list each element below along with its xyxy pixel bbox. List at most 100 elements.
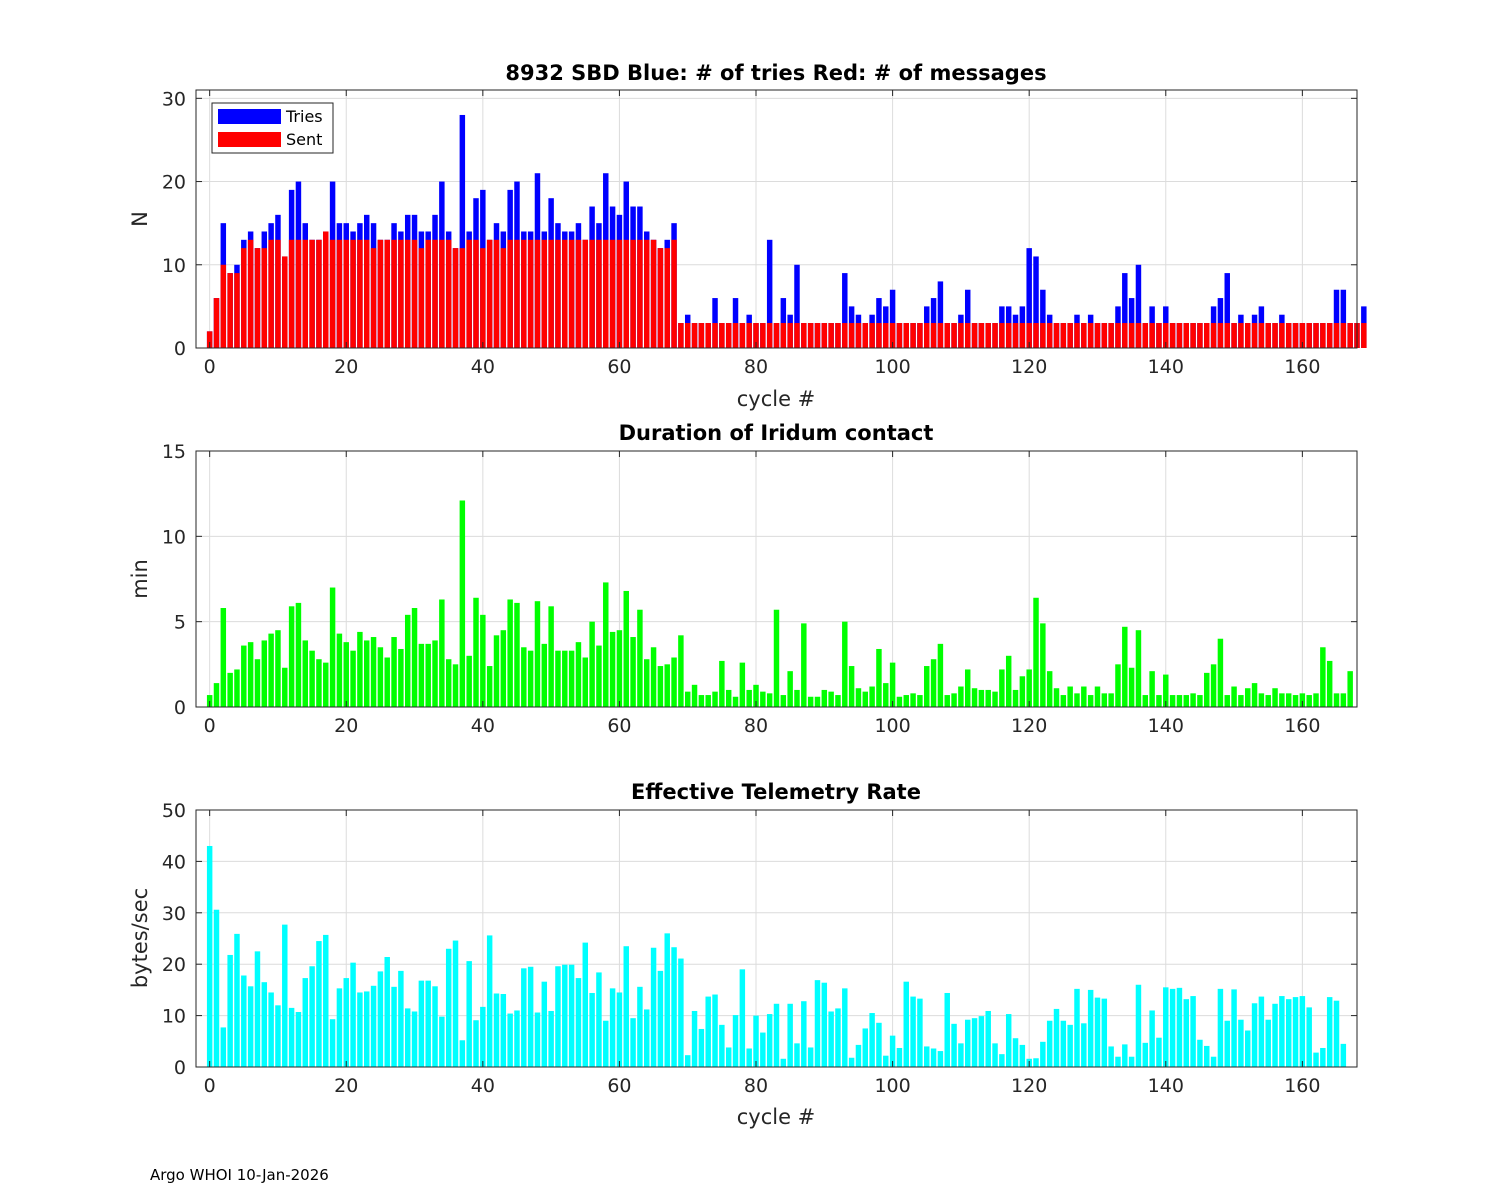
duration-bar — [773, 609, 780, 707]
telemetry-rate-bar — [1183, 999, 1189, 1067]
duration-bar — [1299, 693, 1306, 707]
duration-bar — [473, 597, 479, 707]
tries-sent-bar-sent — [1060, 323, 1067, 348]
duration-bar — [480, 614, 486, 707]
tries-sent-bar-sent — [1299, 323, 1306, 348]
tries-sent-bar-sent — [1217, 323, 1224, 348]
tries-sent-bar-sent — [650, 239, 657, 348]
duration-xtick-label: 120 — [1011, 715, 1047, 737]
tries-sent-bar-sent — [917, 323, 923, 348]
footer-credit: Argo WHOI 10-Jan-2026 — [150, 1166, 329, 1184]
tries-sent-bar-sent — [288, 239, 295, 348]
duration-bar — [835, 695, 841, 707]
tries-sent-legend: Tries Sent — [211, 102, 334, 154]
legend-label-sent: Sent — [286, 130, 322, 149]
telemetry-rate-bar — [773, 1003, 780, 1067]
duration-bar — [350, 650, 356, 707]
telemetry-rate-bar — [220, 1027, 227, 1067]
telemetry-rate-bar — [725, 1047, 732, 1067]
tries-sent-bar-sent — [350, 239, 356, 348]
telemetry-rate-bar — [343, 978, 349, 1067]
tries-sent-bar-sent — [377, 239, 384, 348]
tries-sent-bar-tries — [1224, 273, 1230, 348]
duration-bar — [964, 669, 971, 707]
telemetry-rate-bar — [575, 978, 582, 1067]
telemetry-rate-bar — [862, 1028, 869, 1067]
tries-sent-bar-sent — [316, 239, 322, 348]
duration-bar — [493, 635, 500, 707]
duration-bar — [821, 689, 828, 707]
telemetry-rate-bar — [609, 988, 616, 1067]
duration-bar — [609, 631, 616, 707]
telemetry-rate-bar — [480, 1006, 486, 1067]
duration-bar — [855, 688, 862, 707]
tries-sent-bar-sent — [521, 239, 527, 348]
telemetry-rate-bar — [1340, 1043, 1347, 1067]
duration-bar — [1190, 693, 1196, 707]
tries-sent-bar-tries — [1033, 256, 1039, 348]
telemetry-rate-bar — [1163, 987, 1169, 1067]
duration-bar — [971, 688, 978, 707]
telemetry-rate-bar — [562, 964, 568, 1067]
duration-bar — [425, 643, 431, 707]
telemetry-rate-bar — [910, 996, 916, 1067]
tries-sent-bar-sent — [370, 248, 377, 348]
duration-bar — [691, 684, 698, 707]
duration-bar — [869, 686, 875, 707]
tries-sent-bar-sent — [773, 323, 780, 348]
telemetry-rate-bar — [780, 1058, 787, 1067]
telemetry-rate-axes-box — [195, 809, 1358, 1068]
tries-sent-ylabel: N — [128, 211, 152, 227]
tries-sent-bar-sent — [664, 248, 670, 348]
duration-bar — [1033, 597, 1039, 707]
duration-bar — [1081, 686, 1087, 707]
tries-sent-bar-sent — [1046, 323, 1053, 348]
telemetry-rate-bar — [309, 966, 315, 1067]
tries-sent-xtick-label: 60 — [607, 356, 631, 378]
tries-sent-bar-sent — [493, 239, 500, 348]
tries-sent-bar-sent — [1313, 323, 1319, 348]
telemetry-rate-bar — [678, 958, 684, 1067]
telemetry-rate-ytick-label: 0 — [174, 1057, 186, 1079]
telemetry-rate-bar — [985, 1010, 991, 1067]
telemetry-rate-bar — [937, 1051, 944, 1067]
telemetry-rate-bar — [1005, 1014, 1012, 1067]
duration-bar — [1012, 689, 1019, 707]
telemetry-rate-bar — [1285, 999, 1292, 1067]
duration-bar — [343, 642, 349, 707]
duration-bar — [329, 587, 336, 707]
tries-sent-bar-sent — [568, 239, 575, 348]
telemetry-rate-bar — [1190, 996, 1196, 1067]
duration-bar — [575, 642, 582, 707]
tries-sent-axes-box — [195, 89, 1358, 349]
tries-sent-bar-tries — [1340, 289, 1347, 348]
duration-ytick-label: 15 — [162, 441, 186, 463]
tries-sent-bar-sent — [1176, 323, 1183, 348]
duration-bar — [445, 659, 452, 707]
telemetry-rate-bar — [1299, 996, 1306, 1067]
tries-sent-bar-sent — [985, 323, 991, 348]
tries-sent-bar-sent — [247, 239, 254, 348]
duration-bar — [452, 664, 459, 707]
duration-bar — [384, 657, 390, 707]
telemetry-rate-bar — [623, 946, 629, 1067]
tries-sent-xtick-label: 160 — [1284, 356, 1320, 378]
tries-sent-bar-sent — [1258, 323, 1265, 348]
duration-bar — [644, 659, 650, 707]
telemetry-rate-bar — [1176, 987, 1183, 1067]
duration-bar — [603, 582, 609, 707]
duration-bar — [459, 500, 466, 707]
tries-sent-bar-sent — [1251, 323, 1258, 348]
telemetry-rate-bar — [1033, 1058, 1039, 1067]
duration-bar — [1217, 638, 1224, 707]
duration-bar — [418, 643, 425, 707]
telemetry-rate-bar — [992, 1043, 998, 1067]
telemetry-rate-bar — [964, 1019, 971, 1067]
tries-sent-bar-sent — [1224, 323, 1230, 348]
duration-bar — [766, 693, 773, 707]
tries-sent-bar-sent — [855, 323, 862, 348]
tries-sent-ytick-label: 0 — [174, 338, 186, 360]
duration-bar — [753, 684, 759, 707]
tries-sent-bar-sent — [1026, 323, 1032, 348]
telemetry-rate-bar — [760, 1032, 766, 1067]
